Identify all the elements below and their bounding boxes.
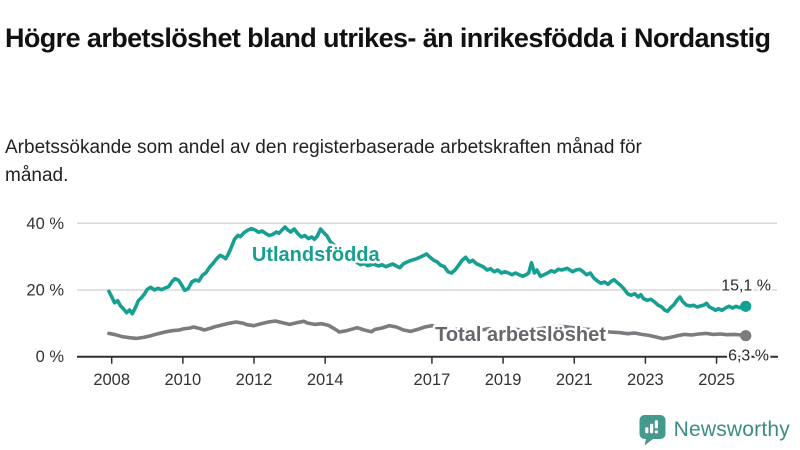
newsworthy-brand-text: Newsworthy [673,418,790,441]
x-tick-label: 2014 [307,371,344,389]
x-tick-label: 2012 [236,371,273,389]
x-tick-label: 2021 [556,371,593,389]
series-end-dot-total [740,330,752,342]
y-tick-label: 0 % [36,348,65,366]
series-label-total: Total arbetslöshet [435,324,606,346]
x-tick-label: 2023 [627,371,664,389]
newsworthy-logo-icon [639,415,666,446]
x-tick-label: 2017 [414,371,451,389]
chart-title: Högre arbetslöshet bland utrikes- än inr… [5,23,771,54]
newsworthy-brand: Newsworthy [639,414,790,446]
series-label-utlandsfodda: Utlandsfödda [252,244,381,266]
x-tick-label: 2025 [698,371,735,389]
series-end-dot-utlandsfodda [740,300,752,312]
chart-subtitle: Arbetssökande som andel av den registerb… [5,137,642,186]
y-tick-label: 20 % [26,282,64,300]
end-value-label-total: 6,3 % [728,348,769,365]
x-tick-label: 2019 [485,371,522,389]
end-value-label-utlandsfodda: 15,1 % [721,277,771,294]
series-line-total [107,319,748,341]
series-line-utlandsfodda [107,225,748,316]
y-tick-label: 40 % [26,215,64,233]
x-tick-label: 2010 [165,371,202,389]
x-tick-label: 2008 [93,371,130,389]
